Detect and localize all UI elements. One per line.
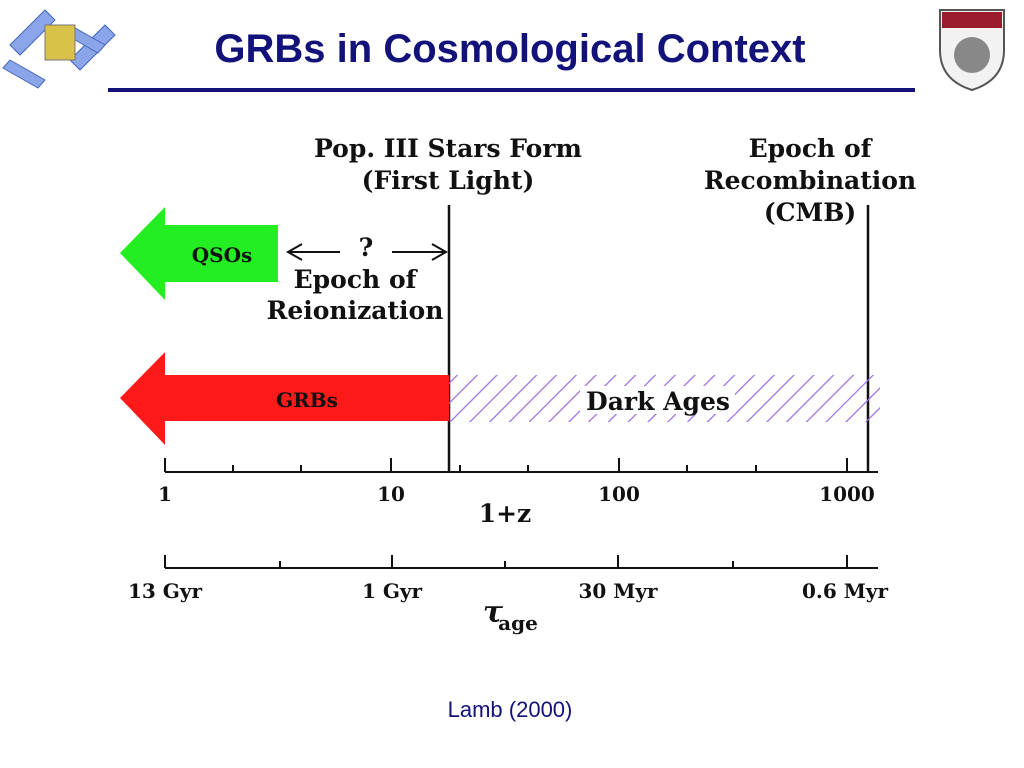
- age-tick-label: 30 Myr: [578, 579, 658, 603]
- redshift-axis: [164, 458, 878, 473]
- unknown-mark: ?: [359, 233, 374, 262]
- reionization-label: Epoch of: [294, 265, 419, 294]
- caption: Lamb (2000): [448, 697, 573, 722]
- redshift-tick-label: 1: [158, 482, 172, 506]
- crest-logo: [939, 9, 1005, 92]
- redshift-tick-label: 10: [377, 482, 405, 506]
- qso-label: QSOs: [192, 243, 253, 267]
- grb-arrow: [120, 352, 449, 445]
- age-tick-label: 13 Gyr: [128, 579, 202, 603]
- dark-ages-label-bg: [580, 386, 735, 414]
- satellite-logo: [2, 9, 116, 89]
- age-tick-label: 1 Gyr: [362, 579, 423, 603]
- grb-label: GRBs: [276, 388, 338, 412]
- recombination-label: Recombination: [704, 166, 916, 195]
- qso-arrow: [120, 207, 278, 300]
- age-axis-subscript: age: [498, 611, 538, 635]
- uncertainty-arrow: [285, 243, 449, 261]
- dark-ages-label: Dark Ages: [586, 387, 730, 416]
- first-light-label: (First Light): [362, 166, 535, 195]
- redshift-axis-label: 1+z: [479, 499, 532, 528]
- first-light-label: Pop. III Stars Form: [314, 134, 582, 163]
- recombination-label: Epoch of: [749, 134, 874, 163]
- slide-title: GRBs in Cosmological Context: [214, 27, 805, 71]
- reionization-label: Reionization: [267, 296, 444, 325]
- age-axis: [164, 555, 878, 569]
- age-tick-label: 0.6 Myr: [802, 579, 889, 603]
- redshift-tick-label: 100: [598, 482, 640, 506]
- recombination-label: (CMB): [764, 198, 856, 227]
- age-axis-symbol: τ: [483, 595, 504, 630]
- redshift-tick-label: 1000: [819, 482, 875, 506]
